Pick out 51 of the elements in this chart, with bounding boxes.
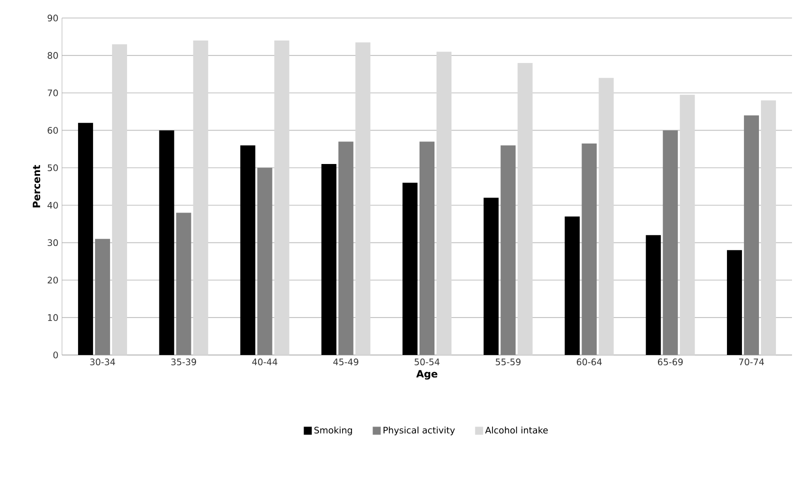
- bar: [436, 52, 452, 355]
- y-tick-label: 90: [48, 14, 58, 22]
- y-axis-title: Percent: [32, 164, 40, 208]
- bar: [744, 115, 759, 355]
- y-tick-label: 60: [48, 126, 58, 134]
- bar: [662, 130, 678, 355]
- bar: [484, 198, 499, 355]
- y-tick-label: 40: [48, 202, 58, 209]
- legend-label: Physical activity: [384, 426, 455, 436]
- bar: [78, 122, 94, 355]
- bar: [240, 145, 256, 355]
- x-tick-label: 45-49: [333, 358, 358, 366]
- bar: [95, 238, 110, 355]
- x-tick-label: 30-34: [90, 358, 116, 366]
- bar: [760, 100, 776, 355]
- bar: [500, 145, 516, 355]
- x-axis-title: Age: [416, 370, 438, 380]
- bar: [646, 235, 661, 355]
- x-tick-label: 65-69: [658, 358, 683, 366]
- legend-label: Alcohol intake: [485, 426, 548, 434]
- y-tick-label: 70: [48, 90, 58, 96]
- bar: [176, 212, 192, 355]
- x-tick-label: 35-39: [171, 358, 196, 366]
- y-tick-label: 10: [48, 314, 58, 321]
- x-tick-label: 55-59: [496, 358, 521, 366]
- y-tick-label: 20: [48, 276, 58, 284]
- bar: [518, 62, 533, 355]
- bar: [582, 143, 597, 355]
- bar: [420, 142, 435, 355]
- bar: [257, 168, 272, 355]
- bar: [321, 164, 336, 355]
- y-tick-label: 80: [48, 52, 58, 59]
- legend-label: Smoking: [314, 426, 352, 436]
- x-tick-label: 70-74: [739, 358, 764, 366]
- bar: [726, 250, 742, 355]
- bar: [680, 94, 695, 355]
- bar: [564, 216, 580, 355]
- bar: [274, 40, 290, 355]
- y-tick-label: 0: [53, 352, 58, 358]
- x-tick-label: 50-54: [414, 358, 440, 366]
- bar: [598, 78, 614, 355]
- x-tick-label: 60-64: [576, 358, 602, 366]
- y-tick-label: 30: [48, 239, 58, 246]
- bar: [355, 42, 370, 355]
- x-tick-label: 40-44: [252, 358, 278, 366]
- bar: [112, 44, 128, 355]
- y-tick-label: 50: [48, 164, 58, 172]
- bar: [193, 40, 208, 355]
- bar: [402, 182, 418, 355]
- bar: [338, 142, 354, 355]
- bar: [159, 130, 174, 355]
